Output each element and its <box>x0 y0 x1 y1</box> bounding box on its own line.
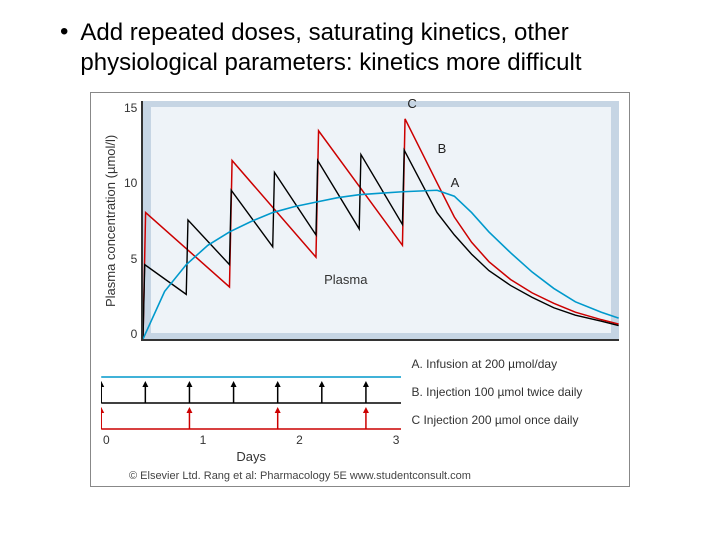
ytick: 0 <box>124 327 137 341</box>
plot-box: Plasma A B C <box>141 101 619 341</box>
series-label-b: B <box>438 141 447 156</box>
xtick: 3 <box>393 433 400 447</box>
plot-area: Plasma concentration (µmol/l) 15 10 5 0 … <box>101 101 619 341</box>
legend-c: C Injection 200 µmol once daily <box>411 413 619 427</box>
chart-figure: Plasma concentration (µmol/l) 15 10 5 0 … <box>90 92 630 487</box>
legend: A. Infusion at 200 µmol/day B. Injection… <box>411 355 619 427</box>
legend-b: B. Injection 100 µmol twice daily <box>411 385 619 399</box>
ytick: 15 <box>124 101 137 115</box>
bullet-glyph: • <box>60 18 68 47</box>
curves-svg <box>143 101 619 339</box>
y-axis-label: Plasma concentration (µmol/l) <box>101 101 120 341</box>
ytick: 10 <box>124 176 137 190</box>
timeline-left: 0 1 2 3 Days <box>101 355 401 464</box>
timeline-b <box>101 381 401 407</box>
xtick: 2 <box>296 433 303 447</box>
copyright: © Elsevier Ltd. Rang et al: Pharmacology… <box>101 470 619 482</box>
xtick: 0 <box>103 433 110 447</box>
timeline-a <box>101 355 401 381</box>
x-axis-label: Days <box>101 449 401 464</box>
series-label-a: A <box>451 175 460 190</box>
timeline-block: 0 1 2 3 Days A. Infusion at 200 µmol/day B.… <box>101 355 619 464</box>
legend-a: A. Infusion at 200 µmol/day <box>411 357 619 371</box>
bullet-text: Add repeated doses, saturating kinetics,… <box>80 18 680 78</box>
timeline-c <box>101 407 401 433</box>
plasma-label: Plasma <box>324 272 367 287</box>
xtick: 1 <box>200 433 207 447</box>
ytick: 5 <box>124 252 137 266</box>
series-label-c: C <box>407 96 416 111</box>
x-tick-labels: 0 1 2 3 <box>101 433 401 447</box>
bullet-point: • Add repeated doses, saturating kinetic… <box>40 18 680 78</box>
y-tick-labels: 15 10 5 0 <box>120 101 141 341</box>
